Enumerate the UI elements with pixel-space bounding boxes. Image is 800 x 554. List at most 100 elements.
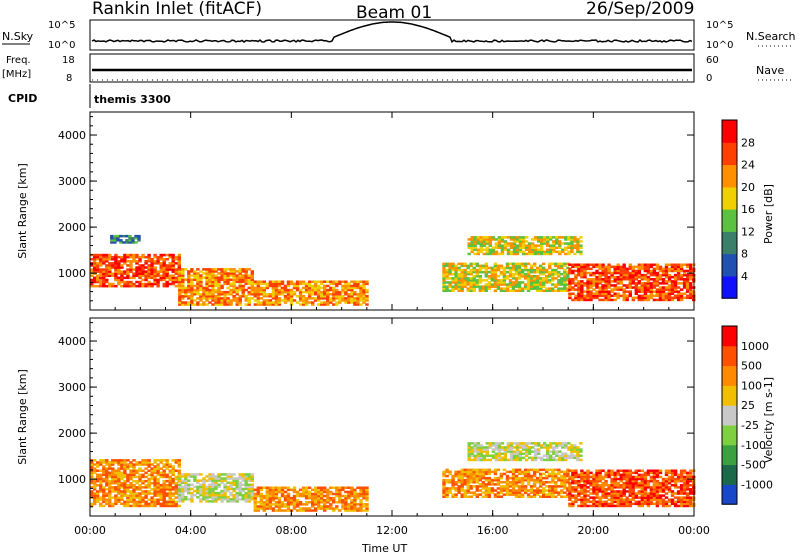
echo-cell (347, 494, 351, 498)
echo-cell (667, 269, 672, 273)
echo-cell (561, 250, 565, 254)
echo-cell (509, 450, 514, 453)
echo-cell (214, 485, 218, 489)
echo-cell (96, 274, 100, 277)
echo-cell (685, 471, 690, 475)
echo-cell (114, 255, 118, 259)
echo-cell (661, 484, 666, 487)
echo-cell (571, 280, 575, 283)
echo-cell (622, 298, 626, 302)
echo-cell (211, 290, 215, 294)
echo-cell (526, 270, 531, 274)
echo-cell (156, 258, 160, 261)
echo-cell (156, 278, 160, 282)
echo-cell (469, 287, 473, 290)
echo-cell (511, 287, 516, 290)
echo-cell (574, 284, 578, 287)
echo-cell (144, 262, 148, 265)
echo-cell (99, 498, 103, 501)
echo-cell (592, 278, 596, 281)
echo-cell (347, 486, 351, 489)
echo-cell (117, 490, 121, 493)
echo-cell (271, 290, 276, 294)
echo-cell (604, 484, 608, 487)
echo-cell (610, 486, 614, 489)
echo-cell (123, 504, 127, 508)
echo-cell (598, 469, 602, 472)
echo-cell (341, 299, 345, 302)
echo-cell (129, 284, 133, 288)
echo-cell (454, 268, 458, 272)
echo-cell (171, 268, 175, 271)
echo-cell (557, 272, 561, 276)
echo-cell (356, 301, 360, 304)
echo-cell (610, 284, 614, 287)
echo-cell (670, 286, 675, 289)
echo-cell (551, 487, 555, 490)
echo-cell (521, 252, 526, 256)
echo-cell (546, 236, 550, 239)
echo-cell (347, 503, 351, 506)
echo-cell (247, 477, 251, 480)
echo-cell (196, 485, 200, 489)
echo-cell (466, 281, 470, 284)
echo-cell (292, 490, 297, 494)
echo-cell (500, 244, 505, 247)
echo-cell (595, 263, 599, 266)
echo-cell (314, 507, 318, 510)
echo-cell (589, 479, 593, 483)
echo-cell (524, 252, 529, 256)
echo-cell (631, 486, 635, 489)
echo-cell (554, 485, 558, 488)
echo-cell (552, 250, 556, 254)
echo-cell (202, 479, 206, 482)
echo-cell (123, 282, 127, 286)
echo-cell (147, 268, 151, 271)
echo-cell (643, 263, 648, 266)
echo-cell (356, 293, 360, 296)
echo-cell (539, 272, 543, 276)
echo-cell (253, 293, 257, 296)
colorbar-swatch (722, 142, 737, 166)
echo-cell (304, 496, 309, 500)
echo-cell (598, 292, 602, 295)
echo-cell (356, 297, 360, 300)
echo-cell (466, 468, 470, 472)
echo-cell (341, 280, 345, 283)
echo-cell (511, 474, 516, 478)
echo-cell (120, 264, 124, 267)
echo-cell (661, 282, 666, 285)
echo-cell (679, 296, 684, 300)
echo-cell (129, 262, 133, 265)
echo-cell (208, 276, 212, 279)
echo-cell (610, 298, 614, 302)
echo-cell (359, 288, 363, 292)
echo-cell (138, 504, 142, 508)
echo-cell (181, 489, 185, 493)
echo-cell (165, 467, 169, 470)
echo-cell (568, 490, 572, 493)
echo-cell (566, 287, 570, 290)
echo-cell (586, 294, 590, 298)
echo-cell (99, 280, 103, 284)
echo-cell (457, 478, 461, 482)
echo-cell (670, 275, 675, 279)
echo-cell (253, 492, 257, 496)
colorbar-tick-label: 12 (741, 225, 755, 238)
echo-cell (123, 461, 127, 464)
echo-cell (223, 270, 227, 273)
echo-cell (508, 270, 513, 274)
echo-cell (579, 250, 583, 254)
echo-cell (153, 477, 157, 481)
echo-cell (586, 479, 590, 483)
echo-cell (469, 474, 473, 478)
echo-cell (561, 456, 565, 460)
echo-cell (177, 260, 181, 263)
echo-cell (365, 303, 369, 306)
echo-cell (514, 264, 519, 268)
echo-cell (220, 301, 224, 304)
echo-cell (577, 284, 581, 287)
echo-cell (560, 279, 564, 282)
echo-cell (622, 494, 626, 497)
echo-cell (472, 493, 476, 496)
